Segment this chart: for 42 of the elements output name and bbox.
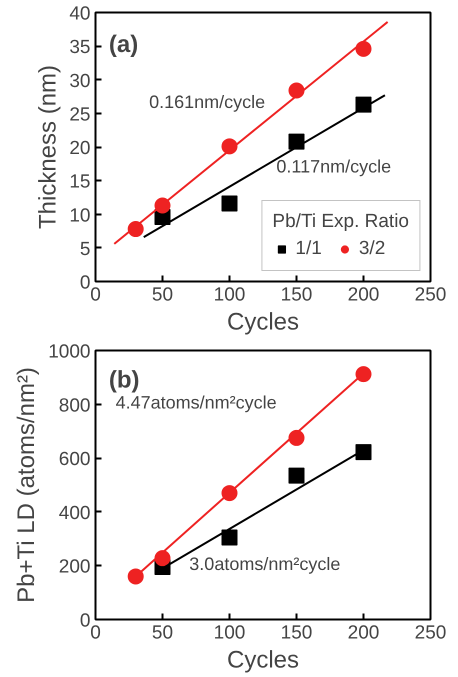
legend-label: 3/2 bbox=[358, 238, 386, 260]
y-tick-label: 15 bbox=[69, 172, 91, 193]
x-tick-label: 100 bbox=[214, 622, 246, 644]
y-tick-label: 1000 bbox=[48, 342, 91, 362]
y-tick-label: 600 bbox=[58, 449, 90, 470]
y-tick-label: 20 bbox=[69, 138, 91, 159]
y-tick-label: 40 bbox=[69, 4, 91, 24]
point bbox=[128, 568, 144, 584]
x-tick-label: 150 bbox=[280, 284, 312, 306]
x-tick-label: 250 bbox=[414, 622, 446, 644]
y-tick-label: 5 bbox=[80, 238, 91, 260]
annotation: 0.117nm/cycle bbox=[276, 156, 392, 177]
x-tick-label: 200 bbox=[348, 622, 380, 644]
annotation: (b) bbox=[108, 366, 140, 394]
annotation: 3.0atoms/nm²cycle bbox=[189, 554, 340, 574]
legend-title: Pb/Ti Exp. Ratio bbox=[272, 211, 409, 233]
x-axis-title: Cycles bbox=[226, 646, 300, 674]
y-tick-label: 200 bbox=[58, 556, 90, 578]
point bbox=[288, 468, 304, 484]
y-tick-label: 800 bbox=[58, 395, 90, 416]
point bbox=[356, 366, 372, 382]
x-tick-label: 150 bbox=[280, 622, 312, 644]
y-tick-label: 30 bbox=[69, 70, 91, 92]
y-axis-title: Thickness (nm) bbox=[34, 64, 62, 230]
point bbox=[222, 195, 238, 212]
point bbox=[222, 529, 238, 546]
x-tick-label: 100 bbox=[214, 284, 246, 306]
x-axis-title: Cycles bbox=[226, 308, 300, 336]
x-tick-label: 200 bbox=[348, 284, 380, 306]
y-tick-label: 400 bbox=[58, 502, 90, 524]
annotation: (a) bbox=[108, 31, 138, 58]
annotation: 4.47atoms/nm²cycle bbox=[116, 392, 277, 412]
point bbox=[356, 444, 372, 460]
x-tick-label: 50 bbox=[152, 284, 174, 306]
x-tick-label: 250 bbox=[414, 284, 446, 306]
y-tick-label: 35 bbox=[69, 37, 91, 58]
x-tick-label: 50 bbox=[152, 622, 174, 644]
annotation: 0.161nm/cycle bbox=[149, 92, 266, 112]
legend-label: 1/1 bbox=[295, 238, 322, 260]
y-tick-label: 10 bbox=[69, 205, 91, 226]
y-axis-title: Pb+Ti LD (atoms/nm²) bbox=[13, 367, 40, 603]
y-tick-label: 25 bbox=[69, 104, 91, 126]
